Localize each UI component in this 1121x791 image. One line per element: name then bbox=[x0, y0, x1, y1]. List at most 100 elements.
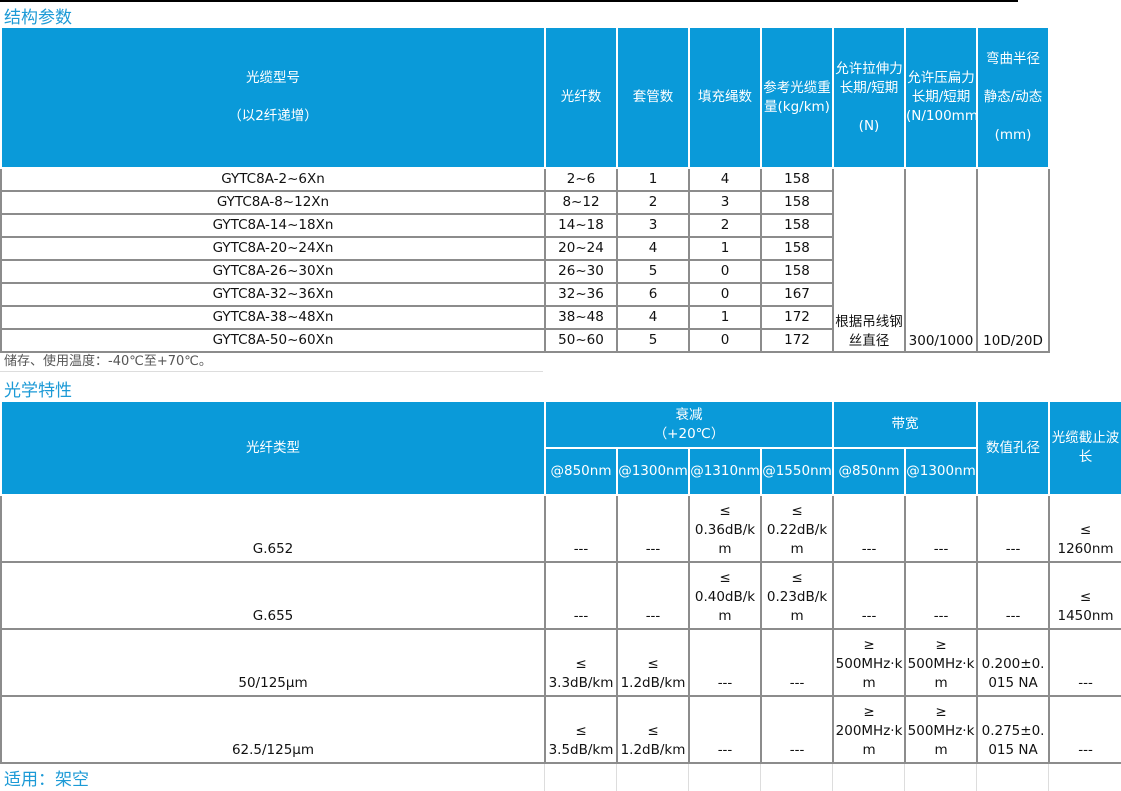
header-tube-count: 套管数 bbox=[616, 26, 690, 169]
att-1550-cell: ≤ 0.22dB/km bbox=[759, 494, 835, 563]
weight-cell: 158 bbox=[760, 167, 834, 192]
table-row: GYTC8A-26~30Xn 26~30 5 0 158 bbox=[0, 259, 1049, 284]
table-row: GYTC8A-14~18Xn 14~18 3 2 158 bbox=[0, 213, 1049, 238]
att-850-cell: --- bbox=[544, 561, 618, 630]
storage-temperature-note: 储存、使用温度：-40℃至+70℃。 bbox=[0, 351, 543, 372]
bw-850-cell: --- bbox=[832, 561, 907, 630]
tube-count-cell: 6 bbox=[616, 282, 690, 307]
weight-cell: 158 bbox=[760, 213, 834, 238]
weight-cell: 158 bbox=[760, 259, 834, 284]
subheader-wavelength: @850nm bbox=[832, 447, 907, 496]
numerical-aperture-cell: 0.275±0.015 NA bbox=[976, 695, 1051, 764]
header-tensile: 允许拉伸力 长期/短期 (N) bbox=[832, 26, 906, 169]
filler-count-cell: 0 bbox=[688, 282, 762, 307]
fiber-count-cell: 20~24 bbox=[544, 236, 618, 261]
header-fiber-count: 光纤数 bbox=[544, 26, 618, 169]
cutoff-wavelength-cell: --- bbox=[1048, 628, 1121, 697]
cable-model-cell: GYTC8A-50~60Xn bbox=[0, 328, 546, 353]
filler-count-cell: 0 bbox=[688, 259, 762, 284]
table-row: 62.5/125μm ≤ 3.5dB/km ≤ 1.2dB/km --- --- ≥ 20… bbox=[0, 695, 1121, 764]
filler-count-cell: 1 bbox=[688, 236, 762, 261]
weight-cell: 158 bbox=[760, 190, 834, 215]
att-1310-cell: ≤ 0.40dB/km bbox=[688, 561, 762, 630]
table-row: GYTC8A-20~24Xn 20~24 4 1 158 bbox=[0, 236, 1049, 261]
fiber-type-cell: G.652 bbox=[0, 494, 546, 563]
cutoff-wavelength-cell: --- bbox=[1048, 695, 1121, 764]
cutoff-wavelength-cell: ≤ 1450nm bbox=[1048, 561, 1121, 630]
optical-table: 光纤类型 衰减 （+20℃） 带宽 数值孔径 光缆截止波长 @850nm @130… bbox=[0, 400, 1121, 764]
tube-count-cell: 1 bbox=[616, 167, 690, 192]
filler-count-cell: 3 bbox=[688, 190, 762, 215]
header-cutoff-wavelength: 光缆截止波长 bbox=[1048, 400, 1121, 496]
bw-850-cell: --- bbox=[832, 494, 907, 563]
tube-count-cell: 4 bbox=[616, 236, 690, 261]
table-row: GYTC8A-38~48Xn 38~48 4 1 172 bbox=[0, 305, 1049, 330]
filler-count-cell: 1 bbox=[688, 305, 762, 330]
fiber-type-cell: 62.5/125μm bbox=[0, 695, 546, 764]
table-row: G.655 --- --- ≤ 0.40dB/km ≤ 0.23dB/km --- --- -… bbox=[0, 561, 1121, 630]
fiber-count-cell: 38~48 bbox=[544, 305, 618, 330]
numerical-aperture-cell: --- bbox=[976, 561, 1051, 630]
subheader-wavelength: @1550nm bbox=[759, 447, 835, 496]
cable-model-cell: GYTC8A-32~36Xn bbox=[0, 282, 546, 307]
header-weight: 参考光缆重量(kg/km) bbox=[760, 26, 834, 169]
bw-1300-cell: ≥ 500MHz·km bbox=[904, 628, 979, 697]
tube-count-cell: 3 bbox=[616, 213, 690, 238]
bw-850-cell: ≥ 500MHz·km bbox=[832, 628, 907, 697]
att-850-cell: --- bbox=[544, 494, 618, 563]
header-filler-count: 填充绳数 bbox=[688, 26, 762, 169]
weight-cell: 158 bbox=[760, 236, 834, 261]
header-bandwidth: 带宽 bbox=[832, 400, 979, 449]
weight-cell: 167 bbox=[760, 282, 834, 307]
fiber-count-cell: 26~30 bbox=[544, 259, 618, 284]
top-border bbox=[0, 0, 1018, 2]
subheader-wavelength: @1300nm bbox=[904, 447, 979, 496]
fiber-count-cell: 2~6 bbox=[544, 167, 618, 192]
bw-1300-cell: --- bbox=[904, 494, 979, 563]
weight-cell: 172 bbox=[760, 328, 834, 353]
att-1550-cell: --- bbox=[759, 628, 835, 697]
subheader-wavelength: @1310nm bbox=[688, 447, 762, 496]
att-1300-cell: ≤ 1.2dB/km bbox=[616, 695, 690, 764]
bw-1300-cell: ≥ 500MHz·km bbox=[904, 695, 979, 764]
tube-count-cell: 5 bbox=[616, 328, 690, 353]
numerical-aperture-cell: 0.200±0.015 NA bbox=[976, 628, 1051, 697]
att-1300-cell: ≤ 1.2dB/km bbox=[616, 628, 690, 697]
cable-model-cell: GYTC8A-20~24Xn bbox=[0, 236, 546, 261]
cable-model-cell: GYTC8A-14~18Xn bbox=[0, 213, 546, 238]
filler-count-cell: 0 bbox=[688, 328, 762, 353]
table-row: GYTC8A-32~36Xn 32~36 6 0 167 bbox=[0, 282, 1049, 307]
weight-cell: 172 bbox=[760, 305, 834, 330]
table-row: G.652 --- --- ≤ 0.36dB/km ≤ 0.22dB/km --- --- -… bbox=[0, 494, 1121, 563]
header-numerical-aperture: 数值孔径 bbox=[976, 400, 1051, 496]
section-title-structure: 结构参数 bbox=[4, 8, 72, 28]
att-850-cell: ≤ 3.5dB/km bbox=[544, 695, 618, 764]
numerical-aperture-cell: --- bbox=[976, 494, 1051, 563]
att-1550-cell: --- bbox=[759, 695, 835, 764]
header-bend-radius: 弯曲半径 静态/动态 (mm) bbox=[976, 26, 1050, 169]
fiber-count-cell: 32~36 bbox=[544, 282, 618, 307]
att-1310-cell: --- bbox=[688, 695, 762, 764]
subheader-wavelength: @850nm bbox=[544, 447, 618, 496]
table-row: GYTC8A-8~12Xn 8~12 2 3 158 bbox=[0, 190, 1049, 215]
structure-table: 光缆型号 （以2纤递增） 光纤数 套管数 填充绳数 参考光缆重量(kg/km) 允许拉伸力… bbox=[0, 26, 1050, 353]
tube-count-cell: 5 bbox=[616, 259, 690, 284]
subheader-wavelength: @1300nm bbox=[616, 447, 690, 496]
att-1300-cell: --- bbox=[616, 494, 690, 563]
att-1310-cell: ≤ 0.36dB/km bbox=[688, 494, 762, 563]
fiber-count-cell: 50~60 bbox=[544, 328, 618, 353]
cable-model-cell: GYTC8A-8~12Xn bbox=[0, 190, 546, 215]
att-1310-cell: --- bbox=[688, 628, 762, 697]
cable-model-cell: GYTC8A-26~30Xn bbox=[0, 259, 546, 284]
tube-count-cell: 2 bbox=[616, 190, 690, 215]
att-850-cell: ≤ 3.3dB/km bbox=[544, 628, 618, 697]
crush-cell: 300/1000 bbox=[904, 167, 978, 353]
fiber-count-cell: 14~18 bbox=[544, 213, 618, 238]
bw-850-cell: ≥ 200MHz·km bbox=[832, 695, 907, 764]
att-1300-cell: --- bbox=[616, 561, 690, 630]
table-row: GYTC8A-2~6Xn 2~6 1 4 158 根据吊线钢丝直径 300/1000 10D/… bbox=[0, 167, 1050, 353]
header-cable-model: 光缆型号 （以2纤递增） bbox=[0, 26, 546, 169]
tensile-cell: 根据吊线钢丝直径 bbox=[832, 167, 906, 353]
bend-radius-cell: 10D/20D bbox=[976, 167, 1050, 353]
cutoff-wavelength-cell: ≤ 1260nm bbox=[1048, 494, 1121, 563]
